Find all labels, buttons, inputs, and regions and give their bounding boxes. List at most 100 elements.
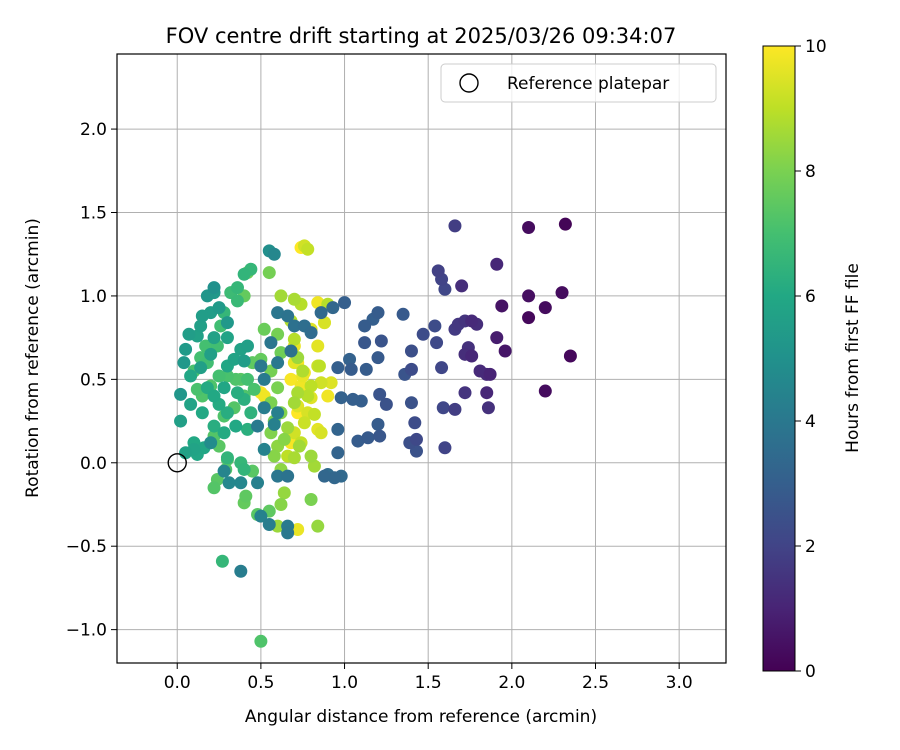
data-point — [274, 346, 288, 360]
data-point — [448, 402, 462, 416]
data-point — [220, 451, 234, 465]
data-point — [237, 267, 251, 281]
colorbar-label: Hours from first FF file — [843, 263, 863, 453]
legend-label-reference: Reference platepar — [507, 74, 669, 94]
data-point — [314, 426, 328, 440]
data-point — [277, 432, 291, 446]
data-point — [257, 372, 271, 386]
data-point — [435, 361, 449, 375]
data-point — [304, 492, 318, 506]
data-point — [174, 414, 188, 428]
y-tick-label: 1.5 — [80, 204, 107, 224]
data-point — [314, 376, 328, 390]
data-point — [230, 294, 244, 308]
y-tick-label: −1.0 — [66, 621, 107, 641]
colorbar-tick-label: 8 — [805, 162, 816, 182]
data-point — [281, 526, 295, 540]
data-point — [408, 416, 422, 430]
data-point — [271, 381, 285, 395]
data-point — [311, 339, 325, 353]
data-point — [431, 264, 445, 278]
data-point — [174, 387, 188, 401]
data-point — [291, 386, 305, 400]
data-point — [230, 386, 244, 400]
x-tick-label: 2.5 — [582, 673, 609, 693]
data-point — [522, 221, 536, 235]
data-point — [207, 481, 221, 495]
data-point — [281, 309, 295, 323]
data-point — [215, 554, 229, 568]
data-point — [409, 432, 423, 446]
data-point — [483, 367, 497, 381]
data-point — [212, 301, 226, 315]
data-point — [311, 519, 325, 533]
data-point — [304, 449, 318, 463]
reference-platepar-marker — [167, 453, 187, 473]
data-point — [416, 327, 430, 341]
data-point — [317, 316, 331, 330]
data-point — [404, 362, 418, 376]
data-point — [195, 309, 209, 323]
x-tick-label: 3.0 — [666, 673, 693, 693]
data-point — [481, 401, 495, 415]
data-point — [257, 322, 271, 336]
data-point — [287, 332, 301, 346]
data-point — [307, 407, 321, 421]
data-point — [222, 476, 236, 490]
chart-title: FOV centre drift starting at 2025/03/26 … — [166, 24, 677, 48]
data-point — [301, 242, 315, 256]
x-tick-label: 1.5 — [415, 673, 442, 693]
data-point — [239, 489, 253, 503]
data-point — [262, 266, 276, 280]
data-point — [326, 301, 340, 315]
data-point — [304, 379, 318, 393]
plot-frame — [116, 53, 727, 664]
data-point — [287, 396, 301, 410]
data-point — [436, 401, 450, 415]
data-point — [344, 362, 358, 376]
data-point — [287, 319, 301, 333]
data-point — [361, 431, 375, 445]
x-tick-label: 1.0 — [331, 673, 358, 693]
data-point — [237, 462, 251, 476]
legend: Reference platepar — [440, 63, 717, 103]
data-point — [179, 446, 193, 460]
data-point — [458, 386, 472, 400]
data-point — [237, 354, 251, 368]
data-point — [480, 386, 494, 400]
data-point — [311, 296, 325, 310]
colorbar-ticks: 0 2 4 6 8 10 — [795, 37, 827, 682]
data-point — [371, 351, 385, 365]
data-point — [277, 486, 291, 500]
data-point — [267, 247, 281, 261]
data-point — [207, 419, 221, 433]
data-point — [555, 286, 569, 300]
data-point — [217, 381, 231, 395]
data-point — [207, 281, 221, 295]
data-point — [438, 441, 452, 455]
x-axis-ticks: 0.0 0.5 1.0 1.5 2.0 2.5 3.0 — [164, 663, 693, 693]
data-point — [358, 319, 372, 333]
data-point — [495, 299, 509, 313]
data-point — [195, 406, 209, 420]
data-point — [358, 336, 372, 350]
y-tick-label: 1.0 — [80, 287, 107, 307]
data-point — [538, 301, 552, 315]
data-point — [204, 436, 218, 450]
data-point — [331, 422, 345, 436]
data-point — [351, 434, 365, 448]
x-axis-label: Angular distance from reference (arcmin) — [245, 707, 597, 727]
data-point — [473, 364, 487, 378]
data-point — [331, 446, 345, 460]
data-point — [212, 369, 226, 383]
data-point — [251, 476, 265, 490]
data-point — [373, 387, 387, 401]
data-point — [220, 406, 234, 420]
data-point — [264, 336, 278, 350]
data-point — [254, 634, 268, 648]
data-point — [379, 397, 393, 411]
data-point — [177, 356, 191, 370]
data-point — [254, 359, 268, 373]
data-point — [371, 417, 385, 431]
